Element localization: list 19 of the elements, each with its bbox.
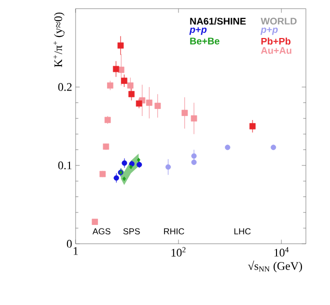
annotation: LHC <box>234 228 251 235</box>
annotation: NA61/SHINE <box>190 18 246 25</box>
text: Pb+Pb <box>261 38 290 45</box>
text: p+p <box>189 27 207 36</box>
x-tick-label: 1 <box>74 247 78 256</box>
annotation: WORLD <box>260 18 297 25</box>
text: Be+Be <box>190 38 220 45</box>
annotation: SPS <box>123 228 140 235</box>
text: p+p <box>260 27 278 36</box>
y-tick-label: 0.2 <box>58 83 72 92</box>
x-tick-label: 10$^{2}$ <box>172 247 186 257</box>
y-axis-title: K$^{+}$/π$^{+}$ (y≈0) <box>54 12 65 68</box>
x-axis-title: √s$_{NN}$ (GeV) <box>248 260 302 272</box>
y-tick-label: 0 <box>66 240 72 248</box>
x-tick-label: 10$^{4}$ <box>274 247 289 257</box>
y-tick-label: 0.1 <box>58 162 72 170</box>
text: Au+Au <box>260 47 292 54</box>
annotation: RHIC <box>164 228 184 235</box>
annotation: AGS <box>92 228 110 235</box>
